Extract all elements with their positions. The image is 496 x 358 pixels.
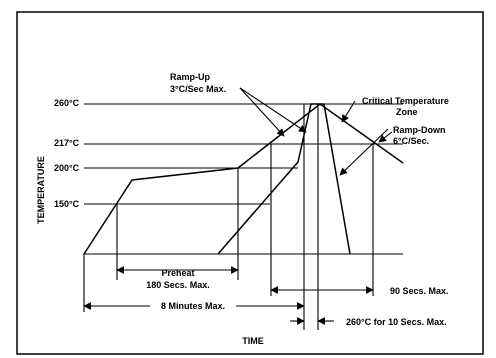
figure-frame [16, 11, 484, 355]
ramp-up-leader-2 [239, 87, 307, 133]
temperature-reference-lines [84, 103, 403, 255]
eight-minutes-label: 8 Minutes Max. [161, 301, 225, 311]
critical-zone-label-line1: Critical Temperature [362, 96, 449, 106]
level-label-150: 150°C [54, 199, 80, 209]
preheat-label-line1: Preheat [161, 268, 194, 278]
inner-profile-curve [217, 103, 351, 255]
ramp-up-label-line1: Ramp-Up [170, 72, 211, 82]
level-label-200: 200°C [54, 163, 80, 173]
peak-time-label: 260°C for 10 Secs. Max. [346, 317, 447, 327]
ramp-down-leader-2 [339, 128, 389, 176]
ramp-down-label-line2: 6°C/Sec. [393, 136, 429, 146]
level-label-260: 260°C [54, 98, 80, 108]
ninety-secs-label: 90 Secs. Max. [390, 286, 449, 296]
profile-curves [83, 103, 404, 255]
critical-zone-leader [341, 100, 356, 123]
preheat-label-line2: 180 Secs. Max. [146, 280, 210, 290]
level-label-217: 217°C [54, 138, 80, 148]
ramp-down-label-line1: Ramp-Down [393, 125, 446, 135]
ramp-up-label-line2: 3°C/Sec Max. [170, 84, 226, 94]
y-axis-label: TEMPERATURE [36, 156, 46, 224]
outer-profile-curve [83, 103, 404, 255]
ramp-down-leader-1 [378, 131, 393, 143]
critical-zone-label-line2: Zone [396, 107, 418, 117]
ramp-up-leader-1 [239, 87, 285, 137]
dimension-arrows [83, 87, 393, 325]
x-axis-label: TIME [242, 336, 264, 346]
